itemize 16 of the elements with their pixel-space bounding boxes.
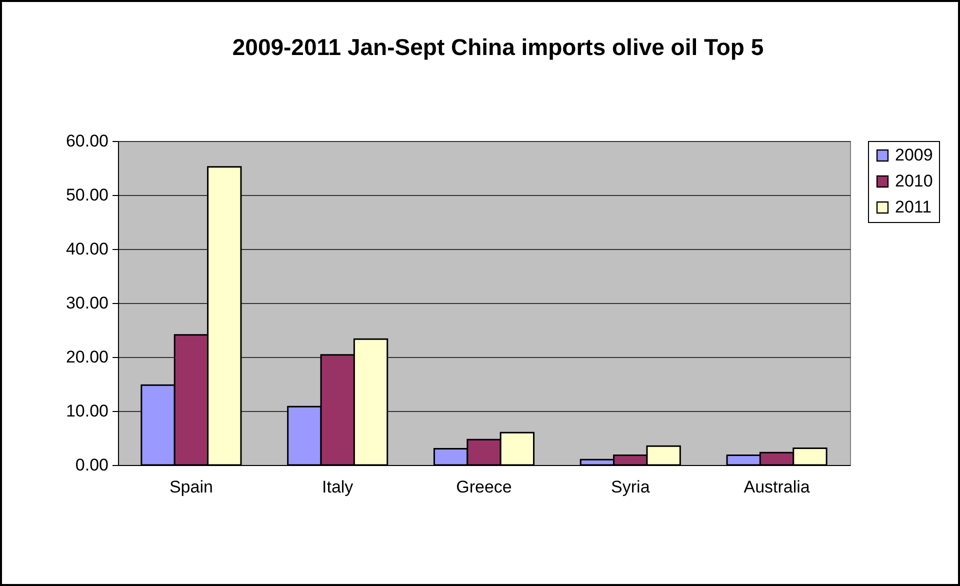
legend-label: 2011 — [895, 198, 932, 216]
y-tick-label: 30.00 — [66, 294, 108, 312]
x-tick-label: Italy — [322, 478, 354, 496]
y-tick-label: 20.00 — [66, 348, 108, 366]
x-tick-label: Greece — [456, 478, 512, 496]
x-tick-label: Syria — [611, 478, 650, 496]
x-tick-label: Australia — [744, 478, 810, 496]
y-tick-label: 60.00 — [66, 132, 108, 150]
chart-title: 2009-2011 Jan-Sept China imports olive oil Top 5 — [232, 34, 764, 60]
x-tick-label: Spain — [169, 478, 213, 496]
y-tick-label: 40.00 — [66, 240, 108, 258]
legend-label: 2010 — [895, 172, 933, 190]
legend-label: 2009 — [895, 146, 933, 164]
y-tick-label: 50.00 — [66, 186, 108, 204]
y-tick-label: 10.00 — [66, 402, 108, 420]
y-tick-label: 0.00 — [75, 456, 108, 474]
